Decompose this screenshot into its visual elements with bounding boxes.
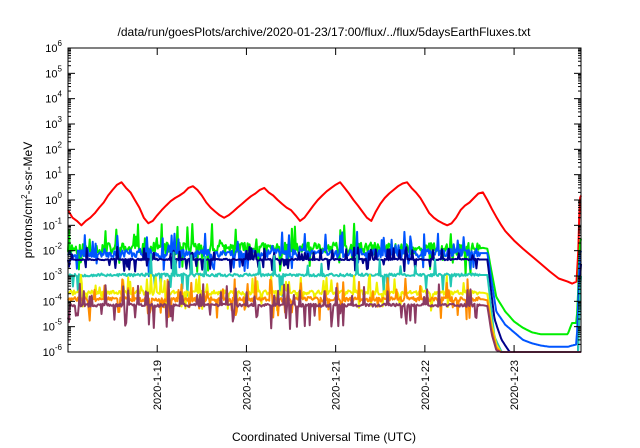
series-line-yellow bbox=[67, 273, 581, 353]
series-line-red bbox=[67, 181, 582, 285]
y-axis-label-sup: 2 bbox=[20, 194, 29, 199]
series-layer bbox=[67, 181, 582, 353]
y-axis-label-base: protons/cm bbox=[21, 199, 35, 258]
y-axis-label: protons/cm2-s-sr-MeV bbox=[20, 142, 35, 258]
y-tick-label: 10-2 bbox=[43, 242, 63, 258]
y-axis-label-rest: -s-sr-MeV bbox=[21, 142, 35, 195]
x-tick-label: 2020-1-21 bbox=[331, 360, 343, 410]
y-tick-label: 101 bbox=[45, 166, 62, 182]
y-tick-label: 10-4 bbox=[43, 292, 63, 308]
series-line-navy bbox=[67, 246, 582, 353]
y-axis: 10-6 10-5 10-4 10-3 10-2 10-1 100 101 102 103 104 1… bbox=[43, 39, 581, 359]
y-tick-label: 102 bbox=[45, 140, 62, 156]
y-tick-label: 104 bbox=[45, 90, 62, 106]
x-tick-label: 2020-1-19 bbox=[152, 360, 164, 410]
y-tick-label: 10-1 bbox=[43, 216, 63, 232]
y-tick-label: 106 bbox=[45, 39, 62, 55]
x-axis-label: Coordinated Universal Time (UTC) bbox=[232, 430, 416, 444]
chart-title: /data/run/goesPlots/archive/2020-01-23/1… bbox=[118, 25, 532, 39]
y-tick-label: 103 bbox=[45, 115, 62, 131]
x-tick-label: 2020-1-22 bbox=[420, 360, 432, 410]
y-tick-label: 10-3 bbox=[43, 267, 63, 283]
y-tick-label: 10-5 bbox=[43, 318, 63, 334]
y-tick-label: 100 bbox=[45, 191, 62, 207]
y-tick-label: 105 bbox=[45, 64, 62, 80]
series-line-purple bbox=[67, 280, 581, 353]
x-tick-label: 2020-1-23 bbox=[509, 360, 521, 410]
x-axis: 2020-1-19 2020-1-20 2020-1-21 2020-1-22 2020… bbox=[152, 48, 521, 410]
x-tick-label: 2020-1-20 bbox=[241, 360, 253, 410]
y-tick-label: 10-6 bbox=[43, 343, 63, 359]
